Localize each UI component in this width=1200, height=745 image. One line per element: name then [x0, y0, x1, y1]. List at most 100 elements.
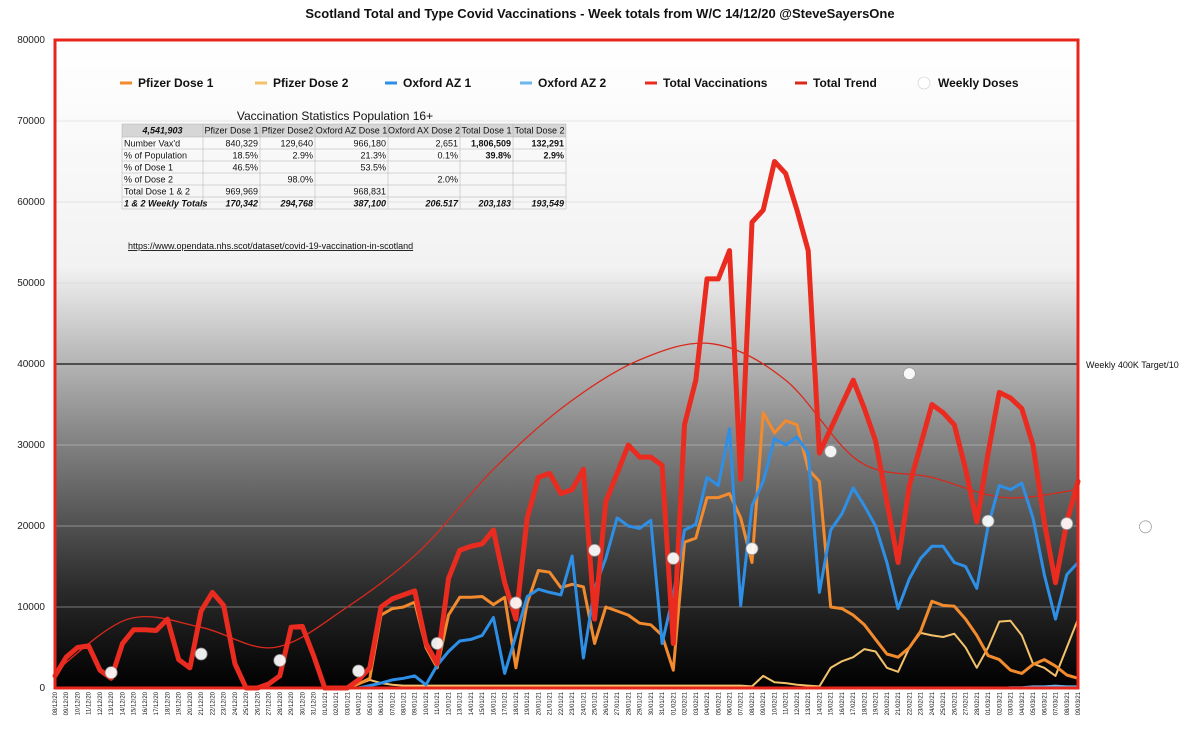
- x-tick-label: 18/12/20: [165, 691, 171, 715]
- x-tick-label: 11/02/21: [784, 691, 790, 715]
- table-header-bg: [122, 124, 566, 137]
- table-cell: 193,549: [531, 199, 564, 209]
- x-tick-label: 08/12/20: [53, 691, 59, 715]
- table-cell: 294,768: [279, 199, 313, 209]
- x-tick-label: 13/12/20: [109, 691, 115, 715]
- table-cell: Oxford AX Dose 2: [388, 126, 460, 136]
- x-tick-label: 14/12/20: [121, 691, 127, 715]
- x-tick-label: 07/03/21: [1054, 691, 1060, 715]
- table-cell: 2.0%: [437, 175, 458, 185]
- x-tick-label: 03/03/21: [1009, 691, 1015, 715]
- table-cell: Total Dose 1 & 2: [124, 187, 190, 197]
- target-line-label: Weekly 400K Target/10: [1086, 360, 1179, 370]
- x-tick-label: 10/01/21: [424, 691, 430, 715]
- table-cell: 1 & 2 Weekly Totals: [124, 199, 208, 209]
- x-tick-label: 09/03/21: [1076, 691, 1082, 715]
- x-tick-label: 08/03/21: [1065, 691, 1071, 715]
- y-tick-label: 50000: [17, 278, 45, 289]
- table-cell: 206.517: [424, 199, 459, 209]
- legend-swatch: [917, 76, 931, 90]
- x-tick-label: 28/02/21: [975, 691, 981, 715]
- x-tick-label: 11/01/21: [435, 691, 441, 715]
- x-tick-label: 02/02/21: [683, 691, 689, 715]
- table-cell: 2,651: [435, 139, 458, 149]
- x-tick-label: 05/03/21: [1031, 691, 1037, 715]
- x-tick-label: 20/02/21: [885, 691, 891, 715]
- x-tick-label: 25/12/20: [244, 691, 250, 715]
- x-tick-label: 27/01/21: [615, 691, 621, 715]
- table-cell: 129,640: [280, 139, 313, 149]
- x-tick-label: 30/01/21: [649, 691, 655, 715]
- x-tick-label: 21/02/21: [896, 691, 902, 715]
- x-tick-label: 20/01/21: [536, 691, 542, 715]
- x-tick-label: 17/01/21: [503, 691, 509, 715]
- legend-label: Pfizer Dose 1: [138, 76, 214, 90]
- x-tick-label: 27/02/21: [964, 691, 970, 715]
- x-tick-label: 19/01/21: [525, 691, 531, 715]
- x-tick-label: 22/01/21: [559, 691, 565, 715]
- legend-label: Oxford AZ 1: [403, 76, 472, 90]
- weekly-dose-point: [430, 637, 444, 650]
- x-axis-ticks: 08/12/20 09/12/20 10/12/20 11/12/20 12/12/20…: [53, 691, 1082, 715]
- table-cell: % of Dose 1: [124, 163, 173, 173]
- table-cell: 387,100: [353, 199, 386, 209]
- table-cell: % of Dose 2: [124, 175, 173, 185]
- chart-title: Scotland Total and Type Covid Vaccinatio…: [305, 6, 895, 21]
- x-tick-label: 29/01/21: [638, 691, 644, 715]
- table-cell: 968,831: [353, 187, 386, 197]
- x-tick-label: 14/01/21: [469, 691, 475, 715]
- x-tick-label: 24/02/21: [930, 691, 936, 715]
- x-tick-label: 01/03/21: [986, 691, 992, 715]
- legend-label: Oxford AZ 2: [538, 76, 607, 90]
- table-cell: Pfizer Dose 1: [204, 126, 258, 136]
- x-tick-label: 06/03/21: [1042, 691, 1048, 715]
- x-tick-label: 29/12/20: [289, 691, 295, 715]
- table-cell: Total Dose 2: [514, 126, 564, 136]
- x-tick-label: 25/02/21: [941, 691, 947, 715]
- table-cell: 203,183: [477, 199, 511, 209]
- x-tick-label: 15/01/21: [480, 691, 486, 715]
- table-cell: Oxford AZ Dose 1: [316, 126, 388, 136]
- x-tick-label: 28/01/21: [626, 691, 632, 715]
- reference-line: Weekly 400K Target/10: [55, 360, 1179, 370]
- x-tick-label: 08/02/21: [750, 691, 756, 715]
- table-cell: 4,541,903: [141, 126, 182, 136]
- x-tick-label: 24/01/21: [581, 691, 587, 715]
- x-tick-label: 19/12/20: [177, 691, 183, 715]
- table-cell: % of Population: [124, 151, 187, 161]
- weekly-dose-point: [1139, 520, 1152, 534]
- x-tick-label: 20/12/20: [188, 691, 194, 715]
- table-cell: 53.5%: [360, 163, 386, 173]
- weekly-dose-point: [588, 543, 602, 557]
- x-tick-label: 09/02/21: [761, 691, 767, 715]
- table-title: Vaccination Statistics Population 16+: [237, 109, 433, 123]
- stats-table: Vaccination Statistics Population 16+ 4,5…: [121, 109, 567, 251]
- table-cell: Pfizer Dose2: [262, 126, 314, 136]
- x-tick-label: 28/12/20: [278, 691, 284, 715]
- x-tick-label: 16/02/21: [840, 691, 846, 715]
- weekly-dose-point: [981, 514, 995, 528]
- weekly-dose-point: [902, 367, 916, 381]
- table-cell: 969,969: [225, 187, 258, 197]
- x-tick-label: 06/02/21: [728, 691, 734, 715]
- series-line-total-vaccinations: [52, 159, 1081, 691]
- x-tick-label: 23/02/21: [919, 691, 925, 715]
- x-tick-label: 19/02/21: [874, 691, 880, 715]
- x-tick-label: 18/01/21: [514, 691, 520, 715]
- y-tick-label: 60000: [17, 197, 45, 208]
- table-cell: 39.8%: [485, 151, 511, 161]
- x-tick-label: 17/02/21: [851, 691, 857, 715]
- weekly-dose-point: [352, 664, 365, 678]
- x-tick-label: 22/02/21: [907, 691, 913, 715]
- y-tick-label: 0: [39, 683, 45, 694]
- table-cell: 0.1%: [437, 151, 458, 161]
- table-cell: 21.3%: [360, 151, 386, 161]
- x-tick-label: 15/12/20: [132, 691, 138, 715]
- plot-border: [53, 38, 1080, 690]
- legend-label: Weekly Doses: [938, 76, 1019, 90]
- x-tick-label: 12/01/21: [447, 691, 453, 715]
- x-tick-label: 13/02/21: [806, 691, 812, 715]
- table-cell: 98.0%: [287, 175, 313, 185]
- x-tick-label: 04/01/21: [357, 691, 363, 715]
- x-tick-label: 16/12/20: [143, 691, 149, 715]
